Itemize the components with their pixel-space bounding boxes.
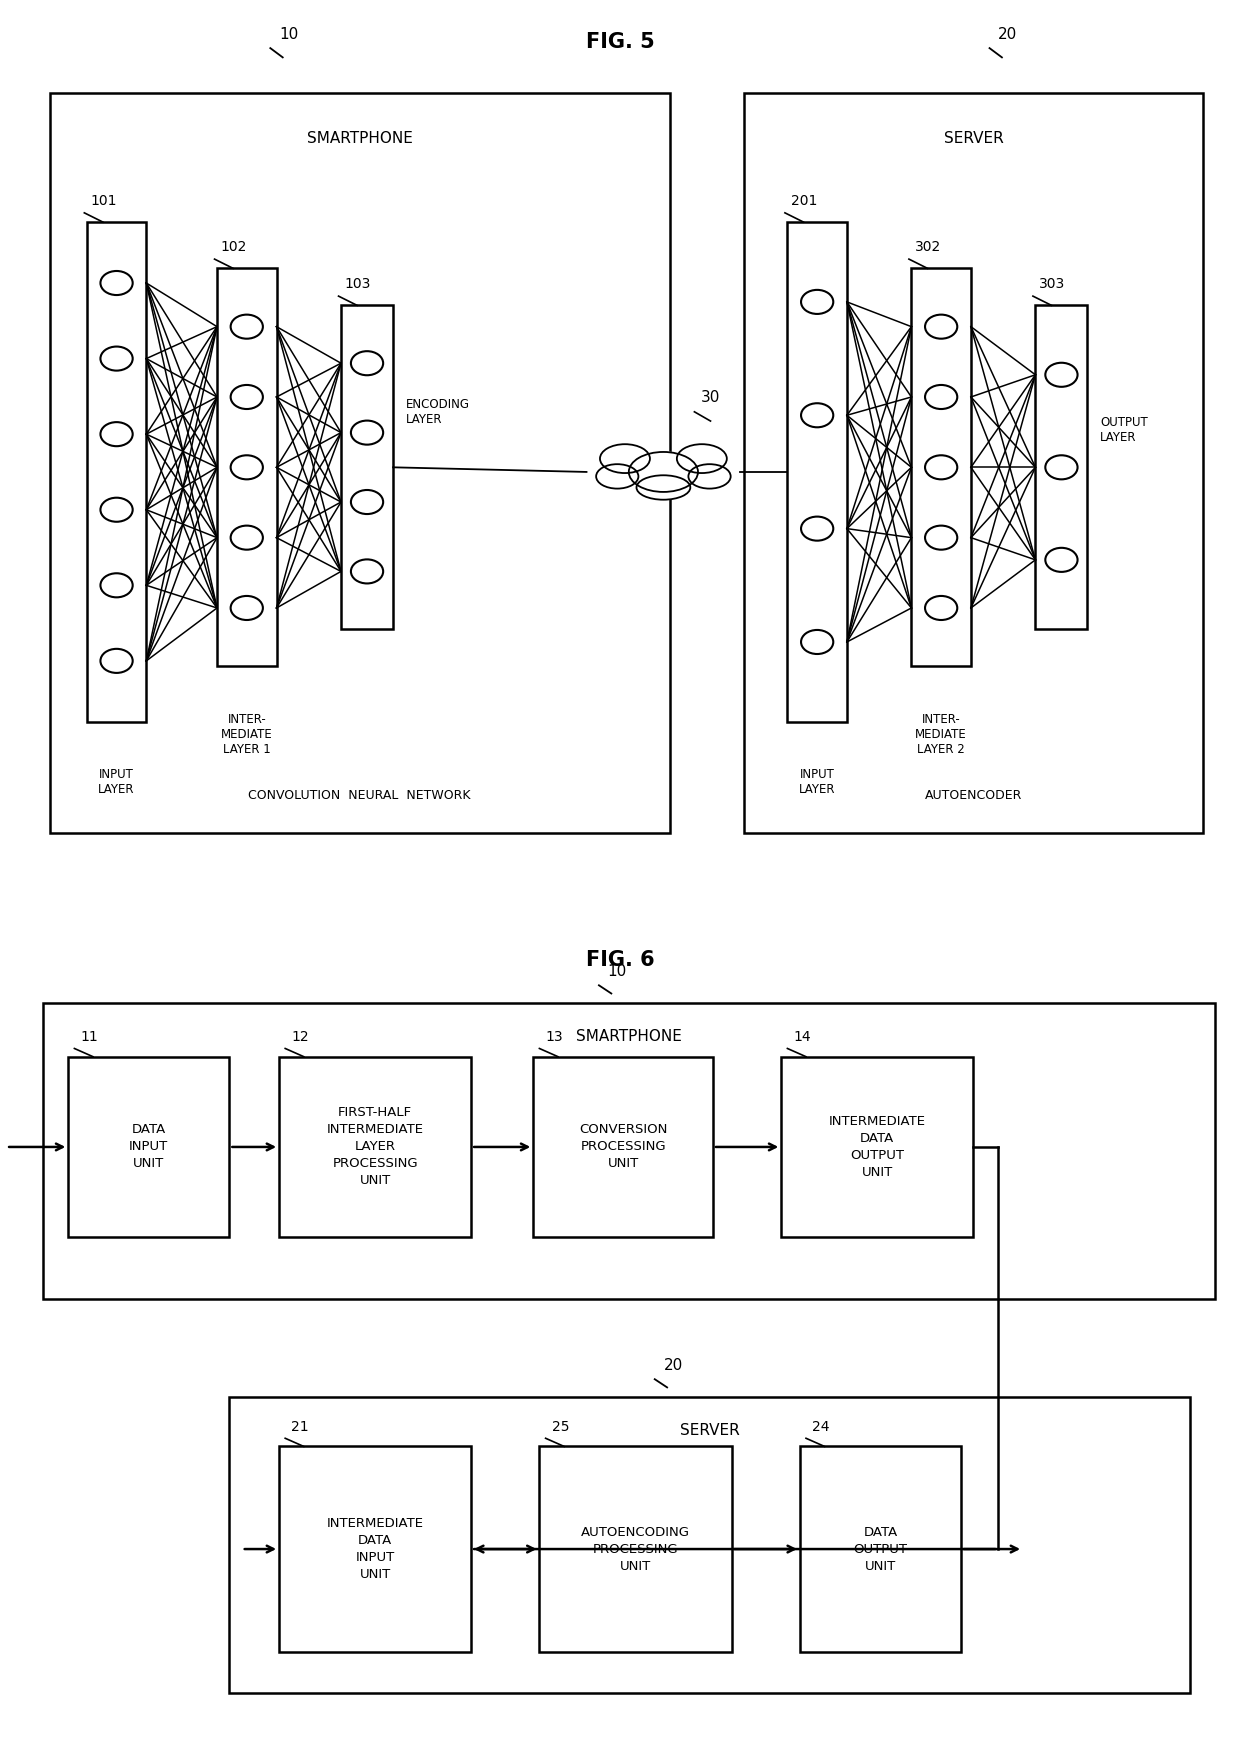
Text: INTERMEDIATE
DATA
OUTPUT
UNIT: INTERMEDIATE DATA OUTPUT UNIT [828, 1116, 926, 1179]
Text: FIRST-HALF
INTERMEDIATE
LAYER
PROCESSING
UNIT: FIRST-HALF INTERMEDIATE LAYER PROCESSING… [326, 1107, 424, 1187]
Text: 30: 30 [701, 391, 720, 405]
Text: OUTPUT
LAYER: OUTPUT LAYER [1100, 416, 1148, 443]
Text: 14: 14 [794, 1030, 811, 1044]
Ellipse shape [677, 443, 727, 473]
Bar [911, 269, 971, 667]
Text: 13: 13 [546, 1030, 563, 1044]
Text: INPUT
LAYER: INPUT LAYER [98, 768, 135, 796]
Text: DATA
OUTPUT
UNIT: DATA OUTPUT UNIT [853, 1526, 908, 1573]
Bar [279, 1056, 471, 1238]
Text: 12: 12 [291, 1030, 309, 1044]
Text: 20: 20 [998, 26, 1018, 42]
Text: 101: 101 [91, 194, 117, 208]
Text: CONVERSION
PROCESSING
UNIT: CONVERSION PROCESSING UNIT [579, 1123, 667, 1170]
Bar [781, 1056, 973, 1238]
Text: 302: 302 [915, 241, 941, 255]
Text: 102: 102 [221, 241, 247, 255]
Bar [800, 1446, 961, 1652]
Bar [539, 1446, 732, 1652]
Text: 201: 201 [791, 194, 817, 208]
Bar [229, 1397, 1190, 1692]
Text: FIG. 6: FIG. 6 [585, 950, 655, 971]
Text: INTER-
MEDIATE
LAYER 2: INTER- MEDIATE LAYER 2 [915, 712, 967, 756]
Text: AUTOENCODING
PROCESSING
UNIT: AUTOENCODING PROCESSING UNIT [582, 1526, 689, 1573]
Bar [217, 269, 277, 667]
Text: FIG. 5: FIG. 5 [585, 33, 655, 52]
Ellipse shape [600, 443, 650, 473]
Bar [87, 222, 146, 721]
Bar [68, 1056, 229, 1238]
Text: 10: 10 [608, 964, 627, 980]
Text: INTERMEDIATE
DATA
INPUT
UNIT: INTERMEDIATE DATA INPUT UNIT [326, 1517, 424, 1582]
Bar [341, 306, 393, 629]
Bar [43, 1004, 1215, 1299]
Text: SERVER: SERVER [680, 1423, 740, 1437]
Text: 103: 103 [345, 278, 371, 292]
Bar [1035, 306, 1087, 629]
Text: 20: 20 [663, 1358, 683, 1372]
Text: 25: 25 [552, 1419, 569, 1433]
Text: 11: 11 [81, 1030, 98, 1044]
Text: AUTOENCODER: AUTOENCODER [925, 789, 1022, 803]
Text: 24: 24 [812, 1419, 830, 1433]
Text: SERVER: SERVER [944, 131, 1003, 147]
Text: 303: 303 [1039, 278, 1065, 292]
Ellipse shape [688, 464, 730, 489]
Text: 10: 10 [279, 26, 299, 42]
Bar [533, 1056, 713, 1238]
Ellipse shape [596, 464, 639, 489]
Text: DATA
INPUT
UNIT: DATA INPUT UNIT [129, 1123, 169, 1170]
Bar [279, 1446, 471, 1652]
Text: SMARTPHONE: SMARTPHONE [577, 1028, 682, 1044]
Text: INPUT
LAYER: INPUT LAYER [799, 768, 836, 796]
Bar [787, 222, 847, 721]
Ellipse shape [636, 475, 691, 499]
Text: SMARTPHONE: SMARTPHONE [306, 131, 413, 147]
Text: ENCODING
LAYER: ENCODING LAYER [405, 398, 470, 426]
Ellipse shape [629, 452, 698, 492]
Text: INTER-
MEDIATE
LAYER 1: INTER- MEDIATE LAYER 1 [221, 712, 273, 756]
Bar [50, 93, 670, 833]
Bar [744, 93, 1203, 833]
Text: 21: 21 [291, 1419, 309, 1433]
Text: CONVOLUTION  NEURAL  NETWORK: CONVOLUTION NEURAL NETWORK [248, 789, 471, 803]
